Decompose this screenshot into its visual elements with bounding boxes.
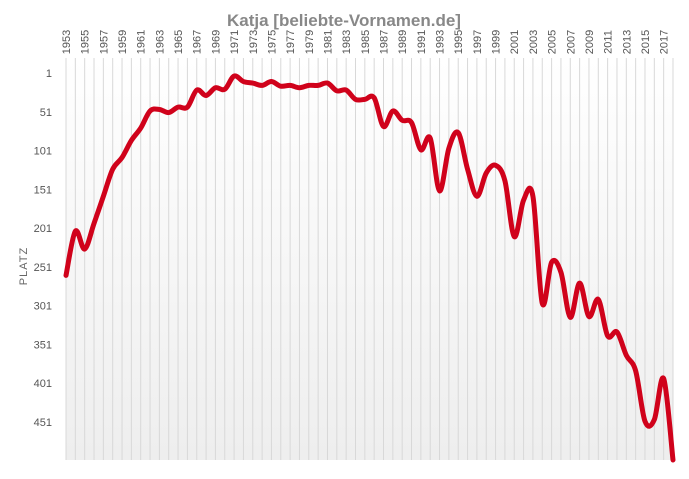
x-tick-label: 1977 <box>285 30 297 54</box>
y-tick-label: 401 <box>34 378 52 390</box>
x-tick-label: 1965 <box>173 30 185 54</box>
x-tick-label: 1989 <box>397 30 409 54</box>
plot-area <box>66 58 673 460</box>
x-tick-label: 2011 <box>603 30 615 54</box>
x-tick-label: 2003 <box>528 30 540 54</box>
x-tick-label: 1999 <box>491 30 503 54</box>
x-tick-label: 2009 <box>584 30 596 54</box>
x-tick-label: 1997 <box>472 30 484 54</box>
x-tick-label: 1961 <box>136 30 148 54</box>
x-tick-label: 1963 <box>154 30 166 54</box>
x-tick-label: 1975 <box>266 30 278 54</box>
x-tick-label: 1987 <box>379 30 391 54</box>
y-tick-label: 201 <box>34 223 52 235</box>
x-tick-label: 1959 <box>117 30 129 54</box>
x-tick-label: 1983 <box>341 30 353 54</box>
y-tick-label: 1 <box>46 68 52 80</box>
x-tick-label: 1993 <box>435 30 447 54</box>
y-tick-label: 351 <box>34 339 52 351</box>
x-tick-label: 1955 <box>80 30 92 54</box>
x-tick-label: 1991 <box>416 30 428 54</box>
x-tick-label: 2001 <box>509 30 521 54</box>
x-tick-label: 1967 <box>192 30 204 54</box>
x-tick-label: 1979 <box>304 30 316 54</box>
x-tick-label: 1995 <box>453 30 465 54</box>
x-tick-label: 1973 <box>248 30 260 54</box>
y-tick-label: 101 <box>34 146 52 158</box>
y-tick-label: 301 <box>34 301 52 313</box>
x-tick-label: 1971 <box>229 30 241 54</box>
x-axis-tick-labels: 1953 1955 1957 1959 1961 1963 1965 1967 1969 1971… <box>61 30 671 54</box>
x-tick-label: 1985 <box>360 30 372 54</box>
chart-title: Katja [beliebte-Vornamen.de] <box>227 11 461 30</box>
y-tick-label: 251 <box>34 262 52 274</box>
x-tick-label: 2013 <box>621 30 633 54</box>
x-tick-label: 1981 <box>322 30 334 54</box>
x-tick-label: 1969 <box>210 30 222 54</box>
y-tick-label: 51 <box>40 107 52 119</box>
y-tick-label: 151 <box>34 184 52 196</box>
x-tick-label: 2005 <box>547 30 559 54</box>
series-line <box>63 73 676 463</box>
x-tick-label: 2017 <box>659 30 671 54</box>
vertical-gridlines <box>65 58 674 460</box>
y-tick-label: 451 <box>34 417 52 429</box>
x-tick-label: 2015 <box>640 30 652 54</box>
x-tick-label: 1953 <box>61 30 73 54</box>
x-tick-label: 1957 <box>98 30 110 54</box>
x-tick-label: 2007 <box>565 30 577 54</box>
y-axis-label: PLATZ <box>18 247 30 285</box>
